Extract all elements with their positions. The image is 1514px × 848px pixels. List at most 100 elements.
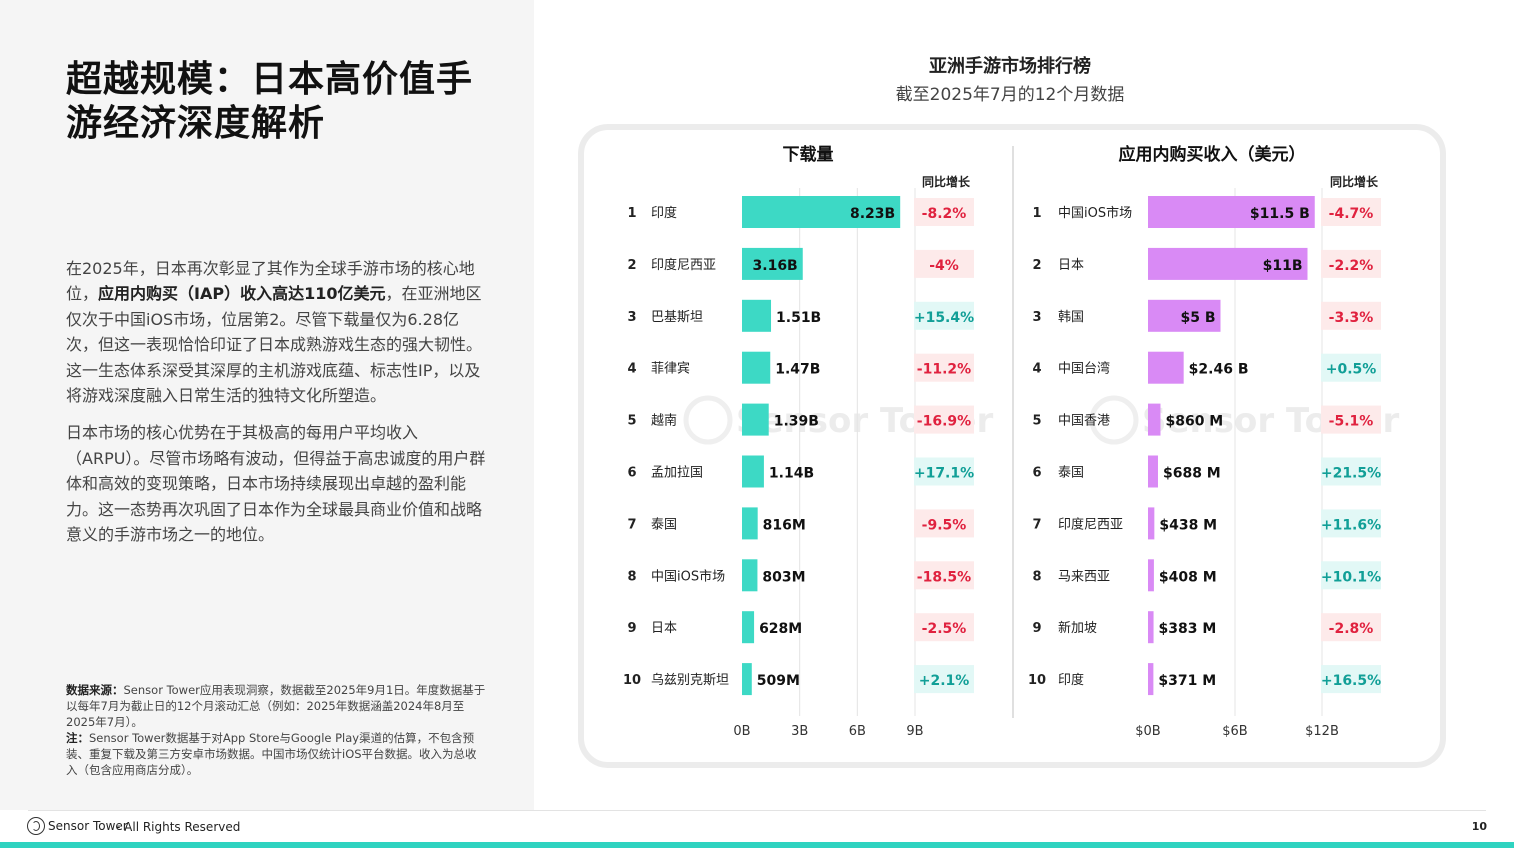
chart-title: 亚洲手游市场排行榜 xyxy=(929,56,1091,77)
page-title: 超越规模：日本高价值手游经济深度解析 xyxy=(66,59,474,144)
revenue-bar xyxy=(1148,507,1155,540)
revenue-country-label: 印度尼西亚 xyxy=(1058,516,1123,532)
downloads-bar xyxy=(742,663,752,696)
revenue-rank: 10 xyxy=(1028,673,1046,688)
footer-brand: Sensor Tower xyxy=(48,819,128,833)
revenue-value-label: $408 M xyxy=(1159,569,1217,585)
downloads-country-label: 乌兹别克斯坦 xyxy=(651,672,729,688)
downloads-growth-badge xyxy=(914,353,974,382)
downloads-growth-badge xyxy=(914,405,974,434)
downloads-rank: 8 xyxy=(627,569,636,584)
revenue-rank: 1 xyxy=(1032,206,1041,221)
downloads-value-label: 3.16B xyxy=(753,258,798,274)
revenue-country-label: 泰国 xyxy=(1058,466,1084,481)
downloads-growth-label: +2.1% xyxy=(919,673,970,689)
downloads-growth-label: -2.5% xyxy=(922,621,967,637)
downloads-growth-label: -18.5% xyxy=(917,569,971,585)
downloads-growth-badge xyxy=(914,249,974,278)
page-number: 10 xyxy=(1471,820,1487,833)
revenue-value-label: $860 M xyxy=(1165,414,1223,430)
downloads-value-label: 628M xyxy=(759,621,802,637)
downloads-growth-badge xyxy=(914,457,974,486)
revenue-value-label: $371 M xyxy=(1158,673,1216,689)
revenue-growth-header: 同比增长 xyxy=(1330,174,1379,189)
revenue-growth-badge xyxy=(1321,613,1381,642)
footer-rights: - All Rights Reserved xyxy=(116,820,241,834)
downloads-growth-label: -4% xyxy=(929,258,959,274)
downloads-bar xyxy=(742,247,803,280)
downloads-value-label: 816M xyxy=(763,517,806,533)
revenue-tick-label: $12B xyxy=(1305,724,1339,739)
source-label: 数据来源： xyxy=(66,683,124,697)
footer-divider xyxy=(28,810,1486,811)
downloads-tick-label: 6B xyxy=(849,724,866,739)
body-text: 在2025年，日本再次彰显了其作为全球手游市场的核心地位，应用内购买（IAP）收… xyxy=(66,256,486,559)
revenue-growth-badge xyxy=(1321,509,1381,538)
body-p1-highlight: 应用内购买（IAP）收入高达110亿美元 xyxy=(98,284,386,304)
revenue-rank: 6 xyxy=(1032,466,1041,481)
downloads-bar xyxy=(742,299,772,332)
downloads-country-label: 菲律宾 xyxy=(651,361,690,377)
watermark-logo-icon xyxy=(1089,395,1139,445)
revenue-growth-label: -3.3% xyxy=(1329,310,1374,326)
downloads-rank: 1 xyxy=(627,206,636,221)
downloads-country-label: 印度 xyxy=(651,205,677,221)
revenue-bar xyxy=(1148,247,1308,280)
downloads-growth-label: -8.2% xyxy=(922,206,967,222)
revenue-growth-label: +10.1% xyxy=(1321,569,1381,585)
revenue-growth-label: +11.6% xyxy=(1321,517,1381,533)
revenue-growth-label: -2.8% xyxy=(1329,621,1374,637)
downloads-bar xyxy=(742,507,758,540)
note-label: 注： xyxy=(66,731,89,745)
revenue-growth-badge xyxy=(1321,353,1381,382)
revenue-value-label: $11.5 B xyxy=(1250,206,1310,222)
revenue-value-label: $383 M xyxy=(1159,621,1217,637)
revenue-growth-badge xyxy=(1321,561,1381,590)
revenue-tick-label: $6B xyxy=(1222,724,1247,739)
downloads-growth-label: +15.4% xyxy=(914,310,974,326)
revenue-panel-title: 应用内购买收入（美元） xyxy=(1119,144,1306,165)
downloads-growth-label: +17.1% xyxy=(914,466,974,482)
revenue-country-label: 新加坡 xyxy=(1058,620,1097,636)
revenue-growth-label: -2.2% xyxy=(1329,258,1374,274)
downloads-bar xyxy=(742,559,758,592)
downloads-bar xyxy=(742,611,755,644)
body-p1-end: ，在亚洲地区仅次于中国iOS市场，位居第2。尽管下载量仅为6.28亿次，但这一表… xyxy=(66,284,483,406)
revenue-rank: 8 xyxy=(1032,569,1041,584)
revenue-value-label: $2.46 B xyxy=(1189,362,1249,378)
revenue-growth-badge xyxy=(1321,457,1381,486)
downloads-value-label: 1.39B xyxy=(774,414,819,430)
revenue-rank: 5 xyxy=(1032,414,1041,429)
revenue-tick-label: $0B xyxy=(1135,724,1160,739)
downloads-bar xyxy=(742,351,771,384)
watermark-logo-icon xyxy=(683,395,733,445)
body-paragraph-2: 日本市场的核心优势在于其极高的每用户平均收入（ARPU）。尽管市场略有波动，但得… xyxy=(66,423,486,545)
revenue-value-label: $11B xyxy=(1263,258,1303,274)
revenue-growth-label: -5.1% xyxy=(1329,414,1374,430)
downloads-country-label: 越南 xyxy=(651,413,677,429)
downloads-country-label: 日本 xyxy=(651,621,677,636)
revenue-country-label: 印度 xyxy=(1058,672,1084,688)
revenue-rank: 4 xyxy=(1032,362,1041,377)
revenue-bar xyxy=(1148,559,1154,592)
downloads-growth-badge xyxy=(914,561,974,590)
downloads-rank: 6 xyxy=(627,466,636,481)
body-p1-start: 在2025年，日本再次彰显了其作为全球手游市场的核心地位， xyxy=(66,259,475,304)
downloads-country-label: 中国iOS市场 xyxy=(651,568,725,584)
revenue-rank: 7 xyxy=(1032,517,1041,532)
revenue-bar xyxy=(1148,611,1154,644)
revenue-value-label: $688 M xyxy=(1163,466,1221,482)
downloads-country-label: 印度尼西亚 xyxy=(651,257,716,273)
downloads-growth-label: -9.5% xyxy=(922,517,967,533)
revenue-country-label: 中国香港 xyxy=(1058,414,1110,429)
revenue-country-label: 韩国 xyxy=(1058,310,1084,325)
downloads-bar xyxy=(742,403,769,436)
downloads-growth-header: 同比增长 xyxy=(922,174,971,189)
downloads-rank: 4 xyxy=(627,362,636,377)
downloads-rank: 10 xyxy=(623,673,641,688)
revenue-country-label: 日本 xyxy=(1058,258,1084,273)
revenue-value-label: $438 M xyxy=(1159,517,1217,533)
revenue-growth-label: -4.7% xyxy=(1329,206,1374,222)
downloads-bar xyxy=(742,455,764,488)
downloads-growth-label: -16.9% xyxy=(917,414,971,430)
